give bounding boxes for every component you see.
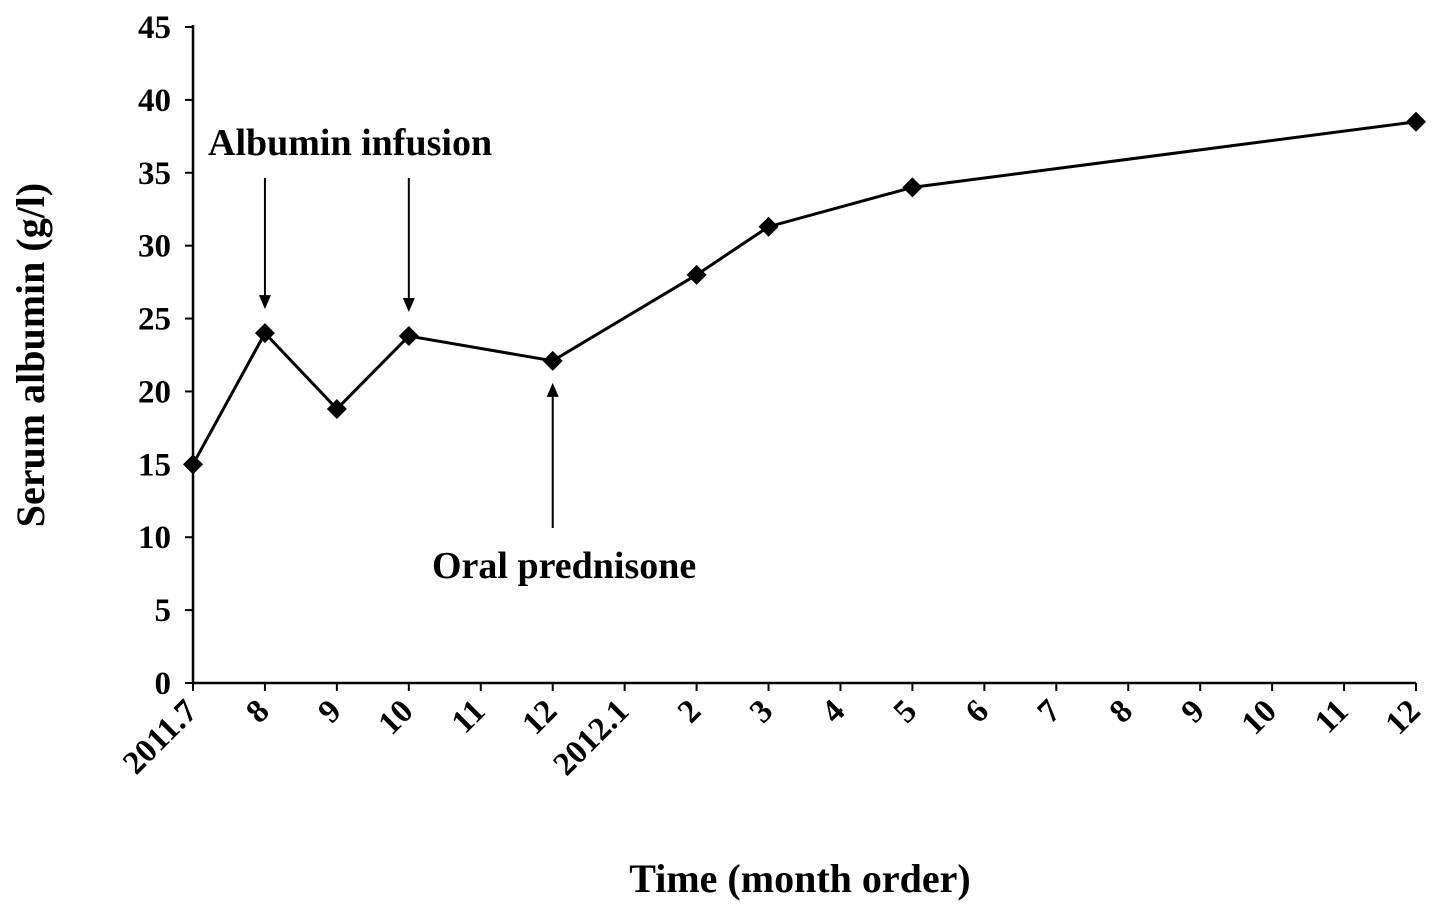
y-tick-label: 20 xyxy=(138,374,171,410)
data-point xyxy=(398,326,419,347)
data-point xyxy=(902,177,923,198)
y-tick-label: 25 xyxy=(138,302,171,338)
x-tick-label: 10 xyxy=(1235,693,1284,742)
axes xyxy=(191,25,1416,685)
x-tick-label: 9 xyxy=(311,693,348,730)
data-point xyxy=(326,398,347,419)
data-point xyxy=(183,454,203,475)
x-tick-label: 9 xyxy=(1175,693,1212,730)
x-tick-label: 5 xyxy=(887,693,924,730)
x-tick-label: 10 xyxy=(372,693,421,742)
y-axis-ticks: 0 5 10 15 20 25 30 35 40 45 xyxy=(138,10,193,702)
y-tick-label: 15 xyxy=(138,447,171,483)
y-tick-label: 30 xyxy=(138,229,171,265)
annotations: Albumin infusion Oral prednisone xyxy=(208,122,696,587)
x-tick-label: 8 xyxy=(239,693,276,730)
annotation-label: Albumin infusion xyxy=(208,122,492,164)
annotation-label: Oral prednisone xyxy=(432,545,696,587)
y-tick-label: 0 xyxy=(155,666,172,702)
annotation-arrowhead xyxy=(546,382,559,397)
x-tick-label: 2 xyxy=(671,693,708,730)
x-tick-label: 2011.7 xyxy=(116,693,204,781)
data-point xyxy=(542,350,563,371)
series-line xyxy=(191,120,1417,466)
x-tick-label: 8 xyxy=(1103,693,1140,730)
x-tick-label: 12 xyxy=(516,693,565,742)
y-tick-label: 5 xyxy=(155,593,172,629)
x-tick-label: 11 xyxy=(1308,693,1356,741)
y-tick-label: 10 xyxy=(138,520,171,556)
data-series xyxy=(183,111,1426,475)
x-tick-label: 2012.1 xyxy=(547,693,637,783)
x-tick-label: 3 xyxy=(743,693,780,730)
data-point xyxy=(254,323,275,344)
annotation-arrowhead xyxy=(402,298,415,313)
y-tick-label: 35 xyxy=(138,156,171,192)
x-tick-label: 12 xyxy=(1379,693,1428,742)
x-tick-label: 7 xyxy=(1031,693,1068,730)
x-tick-label: 4 xyxy=(815,693,852,730)
data-point xyxy=(1406,111,1426,132)
y-tick-label: 45 xyxy=(138,10,171,46)
data-point xyxy=(758,216,779,237)
x-tick-label: 6 xyxy=(959,693,996,730)
data-point xyxy=(686,264,707,285)
annotation-arrowhead xyxy=(258,295,271,310)
x-tick-label: 11 xyxy=(445,693,493,741)
y-axis-title: Serum albumin (g/l) xyxy=(8,183,53,527)
y-tick-label: 40 xyxy=(138,83,171,119)
x-axis-title: Time (month order) xyxy=(629,856,970,901)
